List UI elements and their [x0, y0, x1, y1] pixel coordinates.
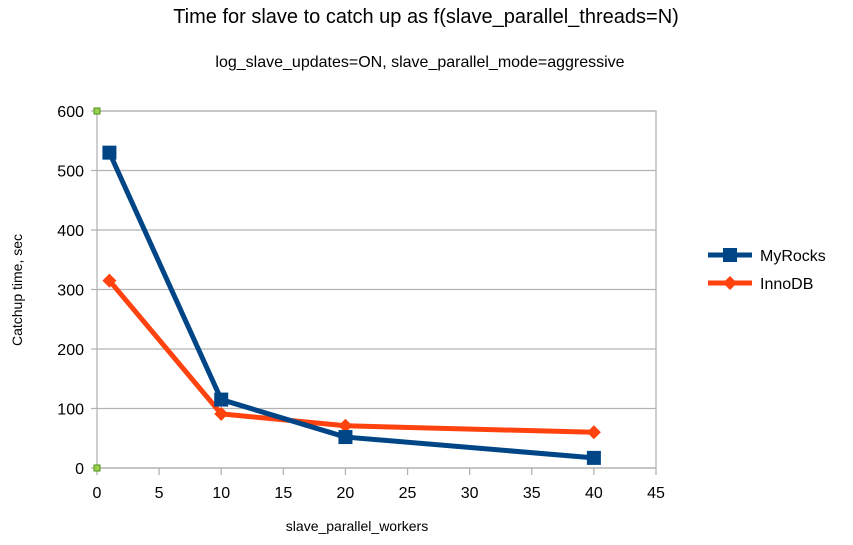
selection-handle [93, 107, 101, 115]
x-tick-label: 5 [155, 485, 164, 502]
legend-marker-innodb [723, 276, 737, 290]
y-tick-label: 0 [75, 461, 84, 478]
myrocks-data-point [586, 450, 601, 465]
y-tick-label: 200 [57, 342, 84, 359]
innodb-series-line [107, 278, 594, 435]
x-tick-label: 0 [93, 485, 102, 502]
x-tick-label: 45 [647, 485, 665, 502]
myrocks-data-point [338, 430, 353, 445]
myrocks-series-line [107, 151, 595, 461]
innodb-data-point [338, 418, 353, 433]
innodb-data-point [102, 273, 117, 288]
legend-label-myrocks: MyRocks [760, 248, 826, 265]
x-tick-label: 20 [337, 485, 355, 502]
x-tick-label: 15 [274, 485, 292, 502]
chart-title: Time for slave to catch up as f(slave_pa… [173, 6, 679, 28]
x-tick-label: 10 [212, 485, 230, 502]
legend-marker-myrocks [723, 248, 737, 262]
y-tick-label: 400 [57, 223, 84, 240]
selection-handle [93, 464, 101, 472]
myrocks-data-point [102, 145, 117, 160]
y-axis-label: Catchup time, sec [9, 234, 25, 346]
x-tick-label: 30 [461, 485, 479, 502]
innodb-data-point [214, 406, 229, 421]
legend-label-innodb: InnoDB [760, 276, 813, 293]
x-tick-label: 25 [399, 485, 417, 502]
x-tick-label: 35 [523, 485, 541, 502]
myrocks-data-point [214, 392, 229, 407]
y-tick-label: 100 [57, 402, 84, 419]
y-tick-label: 600 [57, 104, 84, 121]
innodb-data-point [586, 425, 601, 440]
y-tick-label: 500 [57, 164, 84, 181]
plot-area-border [96, 110, 657, 469]
y-tick-label: 300 [57, 283, 84, 300]
x-tick-label: 40 [585, 485, 603, 502]
chart-subtitle: log_slave_updates=ON, slave_parallel_mod… [215, 54, 624, 71]
x-axis-label: slave_parallel_workers [286, 518, 428, 534]
